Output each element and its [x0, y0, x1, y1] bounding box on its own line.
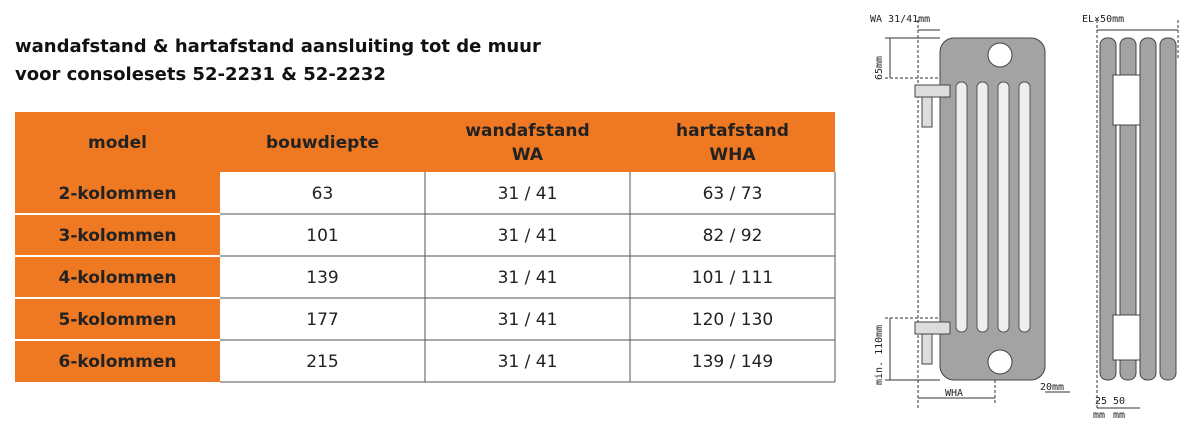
column-header: WA — [512, 145, 544, 165]
table-cell: 31 / 41 — [498, 184, 558, 204]
header-row — [15, 112, 835, 172]
column-header: wandafstand — [465, 121, 589, 141]
dimension-label: EL×50mm — [1082, 14, 1124, 25]
dimension-lines — [885, 20, 1179, 410]
table-cell: 82 / 92 — [703, 226, 763, 246]
column-header: WHA — [709, 145, 756, 165]
column-header: hartafstand — [676, 121, 789, 141]
connection — [987, 42, 1013, 68]
table-cell: 177 — [306, 310, 338, 330]
dimension-label: min. 110mm — [874, 325, 885, 385]
row-label: 3-kolommen — [59, 226, 177, 246]
table-cell: 120 / 130 — [692, 310, 773, 330]
table-cell: 101 / 111 — [692, 268, 773, 288]
table-cell: 101 — [306, 226, 338, 246]
dimension-label: mm — [1093, 410, 1105, 421]
side-brackets — [1112, 74, 1141, 361]
row-label: 6-kolommen — [59, 352, 177, 372]
table-cell: 63 / 73 — [703, 184, 763, 204]
dimension-label: 25 — [1095, 396, 1107, 407]
table-cell: 139 — [306, 268, 338, 288]
connection — [987, 349, 1013, 375]
column-header: bouwdiepte — [266, 133, 379, 153]
column-header: model — [88, 133, 147, 153]
dimension-label: mm — [1113, 410, 1125, 421]
row-label: 2-kolommen — [59, 184, 177, 204]
dimension-label: 50 — [1113, 396, 1125, 407]
diagram: WA 31/41mm EL×50mm 65mm min. 110mm WHA 2… — [870, 14, 1179, 421]
brackets — [914, 84, 951, 365]
radiator-slots — [955, 81, 1031, 333]
dimension-label: WHA — [945, 388, 963, 399]
table-cell: 31 / 41 — [498, 226, 558, 246]
title-line: voor consolesets 52-2231 & 52-2232 — [15, 64, 386, 85]
table-cell: 31 / 41 — [498, 352, 558, 372]
table: model bouwdiepte wandafstand WA hartafstand W… — [15, 112, 836, 383]
dimension-label: 65mm — [874, 56, 885, 80]
title-line: wandafstand & hartafstand aansluiting to… — [15, 36, 541, 57]
table-cell: 31 / 41 — [498, 310, 558, 330]
row-label: 4-kolommen — [59, 268, 177, 288]
table-cell: 31 / 41 — [498, 268, 558, 288]
model-column — [15, 172, 220, 382]
row-label: 5-kolommen — [59, 310, 177, 330]
table-cell: 215 — [306, 352, 338, 372]
table-cell: 139 / 149 — [692, 352, 773, 372]
table-cell: 63 — [312, 184, 334, 204]
dimension-label: WA 31/41mm — [870, 14, 930, 25]
dimension-label: 20mm — [1040, 382, 1064, 393]
